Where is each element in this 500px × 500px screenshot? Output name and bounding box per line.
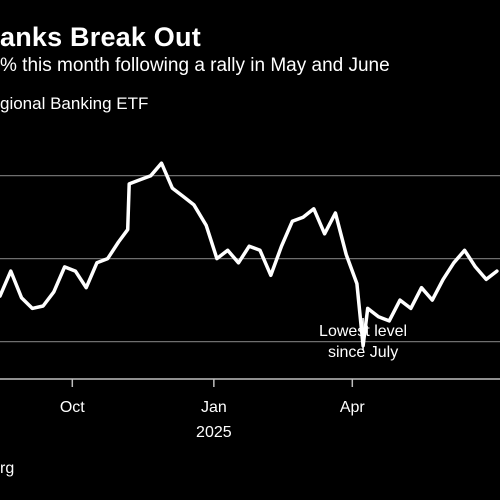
annotation-text: Lowest level [319, 323, 407, 340]
annotation: Lowest level since July [319, 318, 407, 361]
series-line [0, 161, 499, 348]
x-axis-ticks: Oct Jan 2025 Apr [60, 379, 366, 441]
source-note: rg [0, 460, 15, 477]
x-tick-year-label: 2025 [196, 424, 232, 441]
chart-subtitle: % this month following a rally in May an… [0, 55, 390, 76]
series [0, 161, 499, 348]
annotation-text: since July [328, 344, 398, 361]
x-tick-label: Jan [201, 399, 227, 416]
gridlines [0, 174, 500, 343]
chart-title: anks Break Out [0, 22, 201, 52]
x-tick-label: Apr [340, 399, 366, 416]
legend-label: gional Banking ETF [0, 94, 149, 113]
x-tick-label: Oct [60, 399, 85, 416]
